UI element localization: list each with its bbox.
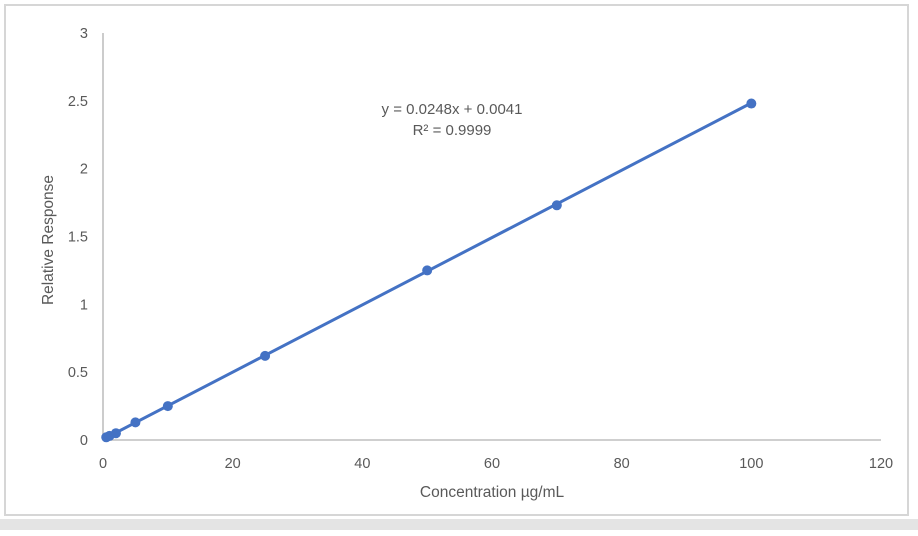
y-tick-label: 1 [80, 297, 88, 313]
data-point-marker [551, 200, 562, 211]
y-tick-label: 3 [80, 26, 88, 42]
r-squared-text: R² = 0.9999 [412, 122, 492, 139]
x-tick-label: 20 [225, 456, 241, 472]
trendline-annotation: y = 0.0248x + 0.0041 R² = 0.9999 [382, 99, 523, 141]
data-point-marker [130, 417, 141, 428]
data-point-marker [260, 350, 271, 361]
trendline-equation-text: y = 0.0248x + 0.0041 [381, 101, 523, 118]
page-background-strip [0, 519, 918, 530]
y-tick-label: 1.5 [68, 230, 88, 246]
scatter-plot-canvas: 0 0.5 1 1.5 2 2.5 3 0 20 40 60 80 100 120 [68, 26, 893, 472]
y-axis-title: Relative Response [40, 174, 57, 306]
x-tick-label: 100 [739, 456, 763, 472]
y-tick-label: 2 [80, 162, 88, 178]
x-tick-label: 80 [614, 456, 630, 472]
y-tick-label: 0 [80, 433, 88, 449]
x-tick-label: 120 [869, 456, 893, 472]
y-tick-label: 0.5 [68, 365, 88, 381]
x-tick-label: 60 [484, 456, 500, 472]
data-point-marker [746, 98, 757, 109]
y-tick-label: 2.5 [68, 94, 88, 110]
x-axis-title: Concentration µg/mL [419, 484, 565, 501]
x-tick-label: 0 [99, 456, 107, 472]
data-point-marker [110, 428, 121, 439]
chart-frame: 0 0.5 1 1.5 2 2.5 3 0 20 40 60 80 100 120 y = 0.0248x… [4, 4, 909, 516]
data-point-marker [422, 265, 433, 276]
data-point-marker [162, 401, 173, 412]
x-tick-label: 40 [354, 456, 370, 472]
